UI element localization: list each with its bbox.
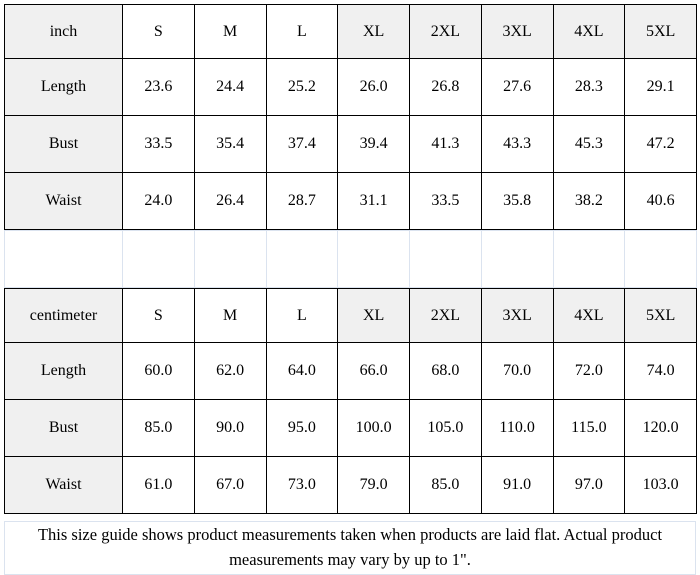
size-table-centimeter: centimeter S M L XL 2XL 3XL 4XL 5XL Leng… [4,288,697,514]
value-cell: 67.0 [193,456,267,514]
spacer-cell [193,230,267,288]
size-header-cell: 2XL [409,4,482,59]
spacer-cell [337,230,410,288]
table-row: Bust 33.5 35.4 37.4 39.4 41.3 43.3 45.3 … [4,115,697,173]
unit-cell: centimeter [4,288,123,343]
value-cell: 41.3 [409,115,482,173]
value-cell: 26.4 [193,172,267,230]
size-header-cell: L [265,4,339,59]
size-header-cell: M [193,288,267,343]
spacer-cell [552,230,626,288]
value-cell: 66.0 [337,342,410,400]
size-header-cell: S [122,4,195,59]
footer-note: This size guide shows product measuremen… [4,521,696,575]
value-cell: 27.6 [480,58,554,116]
value-cell: 26.8 [409,58,482,116]
value-cell: 70.0 [480,342,554,400]
value-cell: 100.0 [337,399,410,457]
spacer-cell [4,230,123,288]
spacer-cell [409,230,482,288]
value-cell: 103.0 [624,456,697,514]
header-row: centimeter S M L XL 2XL 3XL 4XL 5XL [4,288,697,343]
unit-cell: inch [4,4,123,59]
value-cell: 24.0 [122,172,195,230]
value-cell: 35.8 [480,172,554,230]
value-cell: 31.1 [337,172,410,230]
value-cell: 28.3 [552,58,626,116]
row-label-cell: Waist [4,172,123,230]
value-cell: 90.0 [193,399,267,457]
table-row: Waist 24.0 26.4 28.7 31.1 33.5 35.8 38.2… [4,172,697,230]
size-header-cell: 2XL [409,288,482,343]
spacer-cells [4,230,697,288]
value-cell: 38.2 [552,172,626,230]
size-header-cell: 3XL [480,4,554,59]
value-cell: 120.0 [624,399,697,457]
table-row: Bust 85.0 90.0 95.0 100.0 105.0 110.0 11… [4,399,697,457]
value-cell: 95.0 [265,399,339,457]
value-cell: 68.0 [409,342,482,400]
value-cell: 85.0 [409,456,482,514]
size-header-cell: 5XL [624,288,697,343]
value-cell: 73.0 [265,456,339,514]
value-cell: 62.0 [193,342,267,400]
value-cell: 28.7 [265,172,339,230]
size-header-cell: S [122,288,195,343]
header-row: inch S M L XL 2XL 3XL 4XL 5XL [4,4,697,59]
spacer-cell [122,230,195,288]
value-cell: 85.0 [122,399,195,457]
value-cell: 79.0 [337,456,410,514]
value-cell: 97.0 [552,456,626,514]
row-label-cell: Bust [4,115,123,173]
size-header-cell: 4XL [552,288,626,343]
size-header-cell: XL [337,4,410,59]
spacer-row [4,230,697,288]
value-cell: 45.3 [552,115,626,173]
value-cell: 47.2 [624,115,697,173]
size-header-cell: L [265,288,339,343]
row-label-cell: Length [4,342,123,400]
value-cell: 74.0 [624,342,697,400]
value-cell: 72.0 [552,342,626,400]
value-cell: 33.5 [409,172,482,230]
row-label-cell: Waist [4,456,123,514]
value-cell: 23.6 [122,58,195,116]
value-cell: 40.6 [624,172,697,230]
value-cell: 26.0 [337,58,410,116]
size-header-cell: 4XL [552,4,626,59]
value-cell: 43.3 [480,115,554,173]
size-table-inch: inch S M L XL 2XL 3XL 4XL 5XL Length 23.… [4,4,697,230]
value-cell: 61.0 [122,456,195,514]
value-cell: 24.4 [193,58,267,116]
value-cell: 39.4 [337,115,410,173]
row-label-cell: Length [4,58,123,116]
value-cell: 35.4 [193,115,267,173]
value-cell: 110.0 [480,399,554,457]
footer-note-text: This size guide shows product measuremen… [37,525,663,569]
size-header-cell: 5XL [624,4,697,59]
spacer-cell [624,230,697,288]
row-label-cell: Bust [4,399,123,457]
value-cell: 60.0 [122,342,195,400]
value-cell: 115.0 [552,399,626,457]
table-row: Waist 61.0 67.0 73.0 79.0 85.0 91.0 97.0… [4,456,697,514]
value-cell: 33.5 [122,115,195,173]
table-row: Length 60.0 62.0 64.0 66.0 68.0 70.0 72.… [4,342,697,400]
size-header-cell: 3XL [480,288,554,343]
value-cell: 25.2 [265,58,339,116]
spacer-cell [265,230,339,288]
value-cell: 91.0 [480,456,554,514]
value-cell: 105.0 [409,399,482,457]
size-header-cell: XL [337,288,410,343]
value-cell: 29.1 [624,58,697,116]
spacer-cell [480,230,554,288]
size-header-cell: M [193,4,267,59]
value-cell: 64.0 [265,342,339,400]
table-row: Length 23.6 24.4 25.2 26.0 26.8 27.6 28.… [4,58,697,116]
value-cell: 37.4 [265,115,339,173]
